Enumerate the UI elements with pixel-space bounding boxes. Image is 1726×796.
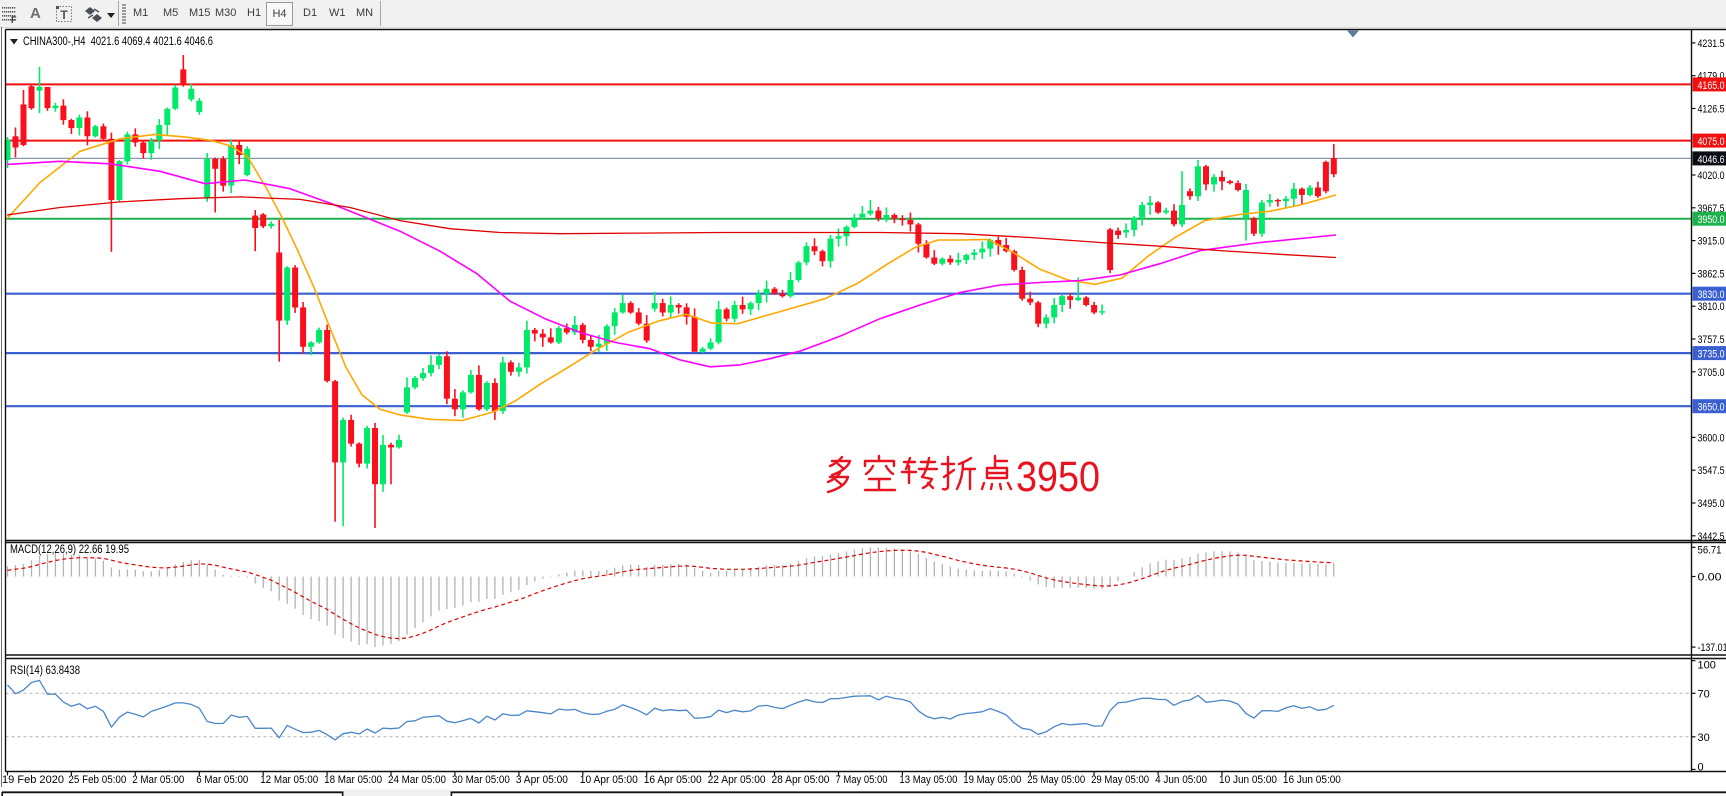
svg-text:3915.0: 3915.0 xyxy=(1698,236,1725,248)
svg-text:CHINA300-,H4 4021.6 4069.4 40: CHINA300-,H4 4021.6 4069.4 4021.6 4046.6 xyxy=(23,36,213,48)
svg-text:4231.5: 4231.5 xyxy=(1698,38,1725,50)
svg-text:10 Jun 05:00: 10 Jun 05:00 xyxy=(1219,774,1277,786)
svg-text:3950: 3950 xyxy=(1016,453,1100,501)
svg-text:10 Apr 05:00: 10 Apr 05:00 xyxy=(580,774,638,786)
svg-text:4075.0: 4075.0 xyxy=(1698,136,1725,148)
svg-text:24 Mar 05:00: 24 Mar 05:00 xyxy=(388,774,446,786)
svg-text:4126.5: 4126.5 xyxy=(1698,104,1725,116)
svg-text:4 Jun 05:00: 4 Jun 05:00 xyxy=(1155,774,1207,786)
svg-text:3495.0: 3495.0 xyxy=(1698,498,1725,510)
svg-text:0: 0 xyxy=(1698,762,1704,774)
svg-text:3830.0: 3830.0 xyxy=(1698,289,1725,301)
svg-text:3950.0: 3950.0 xyxy=(1698,214,1725,226)
svg-text:3650.0: 3650.0 xyxy=(1698,402,1725,414)
svg-text:18 Mar 05:00: 18 Mar 05:00 xyxy=(324,774,382,786)
svg-text:0.00: 0.00 xyxy=(1698,572,1722,584)
svg-text:4046.6: 4046.6 xyxy=(1698,154,1725,166)
svg-text:29 May 05:00: 29 May 05:00 xyxy=(1091,774,1149,786)
svg-text:4165.0: 4165.0 xyxy=(1698,80,1725,92)
svg-text:19 May 05:00: 19 May 05:00 xyxy=(963,774,1021,786)
svg-text:MACD(12,26,9) 22.66 19.95: MACD(12,26,9) 22.66 19.95 xyxy=(10,544,129,556)
svg-text:19 Feb 2020: 19 Feb 2020 xyxy=(2,774,64,786)
svg-text:3705.0: 3705.0 xyxy=(1698,367,1725,379)
svg-text:RSI(14) 63.8438: RSI(14) 63.8438 xyxy=(10,665,80,677)
svg-text:3757.5: 3757.5 xyxy=(1698,334,1725,346)
svg-text:25 Feb 05:00: 25 Feb 05:00 xyxy=(68,774,126,786)
svg-text:56.71: 56.71 xyxy=(1698,545,1722,557)
svg-text:30 Mar 05:00: 30 Mar 05:00 xyxy=(452,774,510,786)
svg-text:22 Apr 05:00: 22 Apr 05:00 xyxy=(708,774,766,786)
svg-text:7 May 05:00: 7 May 05:00 xyxy=(836,774,888,786)
svg-text:3862.5: 3862.5 xyxy=(1698,268,1725,280)
svg-text:3442.5: 3442.5 xyxy=(1698,531,1725,543)
svg-text:2 Mar 05:00: 2 Mar 05:00 xyxy=(132,774,184,786)
svg-text:13 May 05:00: 13 May 05:00 xyxy=(899,774,957,786)
svg-text:3600.0: 3600.0 xyxy=(1698,432,1725,444)
svg-text:12 Mar 05:00: 12 Mar 05:00 xyxy=(260,774,318,786)
svg-text:3547.5: 3547.5 xyxy=(1698,465,1725,477)
svg-text:3810.0: 3810.0 xyxy=(1698,301,1725,313)
svg-text:100: 100 xyxy=(1698,660,1716,672)
svg-text:F: F xyxy=(11,15,17,24)
svg-text:3735.0: 3735.0 xyxy=(1698,349,1725,361)
svg-text:-137.01: -137.01 xyxy=(1698,642,1726,654)
svg-text:T: T xyxy=(60,8,68,22)
svg-text:6 Mar 05:00: 6 Mar 05:00 xyxy=(196,774,248,786)
svg-text:28 Apr 05:00: 28 Apr 05:00 xyxy=(772,774,830,786)
svg-text:16 Jun 05:00: 16 Jun 05:00 xyxy=(1283,774,1341,786)
svg-text:3 Apr 05:00: 3 Apr 05:00 xyxy=(516,774,568,786)
svg-text:16 Apr 05:00: 16 Apr 05:00 xyxy=(644,774,702,786)
svg-text:30: 30 xyxy=(1698,732,1710,744)
svg-text:25 May 05:00: 25 May 05:00 xyxy=(1027,774,1085,786)
svg-text:70: 70 xyxy=(1698,688,1710,700)
svg-text:4020.0: 4020.0 xyxy=(1698,170,1725,182)
